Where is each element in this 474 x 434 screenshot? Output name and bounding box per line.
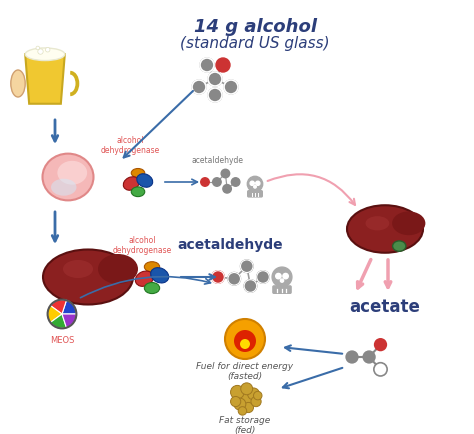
- Ellipse shape: [43, 154, 93, 201]
- Polygon shape: [25, 55, 65, 105]
- Ellipse shape: [137, 174, 153, 188]
- Circle shape: [240, 339, 250, 349]
- FancyArrowPatch shape: [357, 260, 371, 288]
- Circle shape: [247, 388, 259, 400]
- Circle shape: [225, 319, 265, 359]
- Circle shape: [257, 271, 269, 284]
- Circle shape: [192, 81, 206, 95]
- Text: alcohol
dehydrogenase: alcohol dehydrogenase: [112, 235, 172, 254]
- Circle shape: [276, 274, 281, 279]
- Circle shape: [254, 391, 262, 400]
- FancyBboxPatch shape: [248, 191, 262, 197]
- Ellipse shape: [11, 71, 25, 98]
- Circle shape: [38, 50, 43, 55]
- Ellipse shape: [51, 179, 76, 196]
- Circle shape: [247, 177, 263, 192]
- Circle shape: [230, 385, 244, 399]
- Circle shape: [240, 260, 253, 273]
- Text: acetaldehyde: acetaldehyde: [177, 237, 283, 251]
- Circle shape: [244, 280, 257, 293]
- Circle shape: [234, 398, 246, 410]
- Circle shape: [237, 391, 253, 407]
- Ellipse shape: [365, 217, 389, 231]
- Circle shape: [250, 182, 254, 186]
- Circle shape: [228, 273, 240, 286]
- FancyArrowPatch shape: [52, 121, 58, 142]
- Wedge shape: [50, 314, 66, 329]
- Circle shape: [208, 89, 222, 103]
- Circle shape: [36, 47, 40, 51]
- Circle shape: [243, 402, 254, 413]
- Ellipse shape: [392, 241, 406, 252]
- Ellipse shape: [25, 49, 65, 61]
- Circle shape: [272, 267, 292, 287]
- Circle shape: [234, 330, 256, 352]
- Ellipse shape: [136, 271, 154, 287]
- FancyArrowPatch shape: [285, 345, 342, 354]
- Circle shape: [231, 178, 240, 187]
- Wedge shape: [62, 301, 76, 314]
- Ellipse shape: [131, 169, 145, 178]
- Circle shape: [201, 178, 209, 187]
- Circle shape: [283, 274, 288, 279]
- Circle shape: [346, 351, 359, 364]
- Ellipse shape: [131, 187, 145, 197]
- FancyArrowPatch shape: [181, 275, 215, 280]
- Text: Fuel for direct energy
(fasted): Fuel for direct energy (fasted): [196, 361, 293, 381]
- Ellipse shape: [151, 268, 169, 283]
- Circle shape: [213, 178, 221, 187]
- FancyArrowPatch shape: [81, 277, 210, 298]
- FancyArrowPatch shape: [124, 92, 193, 158]
- Circle shape: [224, 81, 238, 95]
- Circle shape: [374, 363, 387, 376]
- FancyArrowPatch shape: [268, 175, 355, 205]
- Circle shape: [200, 59, 214, 73]
- Ellipse shape: [43, 250, 133, 305]
- Text: 14 g alcohol: 14 g alcohol: [193, 18, 317, 36]
- Circle shape: [212, 271, 224, 284]
- Circle shape: [251, 397, 261, 407]
- FancyArrowPatch shape: [385, 260, 391, 288]
- Circle shape: [230, 397, 241, 407]
- Wedge shape: [62, 314, 76, 328]
- Ellipse shape: [98, 254, 138, 284]
- Text: alcohol
dehydrogenase: alcohol dehydrogenase: [100, 135, 160, 155]
- Text: Fat storage
(fed): Fat storage (fed): [219, 415, 271, 434]
- Circle shape: [281, 279, 283, 283]
- Circle shape: [238, 407, 246, 415]
- Circle shape: [223, 185, 231, 194]
- Circle shape: [254, 186, 256, 189]
- Text: MEOS: MEOS: [50, 335, 74, 344]
- FancyArrowPatch shape: [283, 368, 342, 388]
- Text: acetate: acetate: [349, 297, 420, 315]
- Ellipse shape: [63, 260, 93, 278]
- Wedge shape: [47, 306, 62, 323]
- FancyArrowPatch shape: [165, 180, 197, 185]
- Ellipse shape: [392, 212, 425, 236]
- FancyBboxPatch shape: [273, 286, 291, 294]
- Circle shape: [241, 383, 253, 395]
- Text: (standard US glass): (standard US glass): [180, 36, 330, 51]
- Text: acetaldehyde: acetaldehyde: [192, 156, 244, 164]
- Circle shape: [255, 182, 260, 186]
- Ellipse shape: [145, 262, 160, 272]
- Ellipse shape: [57, 161, 87, 185]
- Circle shape: [363, 351, 376, 364]
- Ellipse shape: [347, 206, 423, 253]
- Circle shape: [216, 59, 230, 73]
- Wedge shape: [50, 300, 66, 314]
- Circle shape: [208, 73, 222, 87]
- Circle shape: [221, 170, 229, 178]
- Circle shape: [374, 338, 387, 352]
- Ellipse shape: [123, 178, 139, 191]
- Ellipse shape: [145, 283, 160, 294]
- Circle shape: [46, 48, 50, 53]
- FancyArrowPatch shape: [52, 212, 58, 242]
